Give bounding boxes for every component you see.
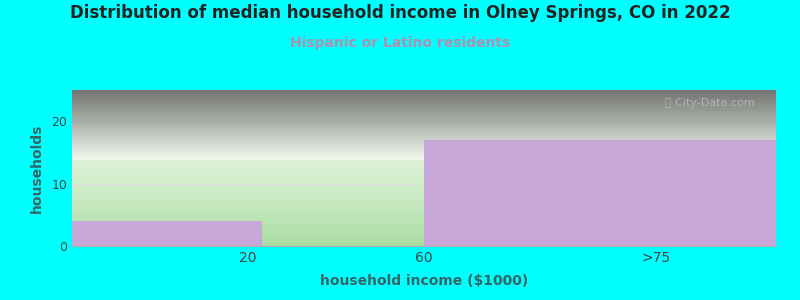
Text: Hispanic or Latino residents: Hispanic or Latino residents: [290, 36, 510, 50]
Text: Distribution of median household income in Olney Springs, CO in 2022: Distribution of median household income …: [70, 4, 730, 22]
Y-axis label: households: households: [30, 123, 44, 213]
Bar: [72, 221, 262, 246]
Text: ⓘ City-Data.com: ⓘ City-Data.com: [665, 98, 755, 108]
Bar: [424, 140, 776, 246]
Text: household income ($1000): household income ($1000): [320, 274, 528, 288]
